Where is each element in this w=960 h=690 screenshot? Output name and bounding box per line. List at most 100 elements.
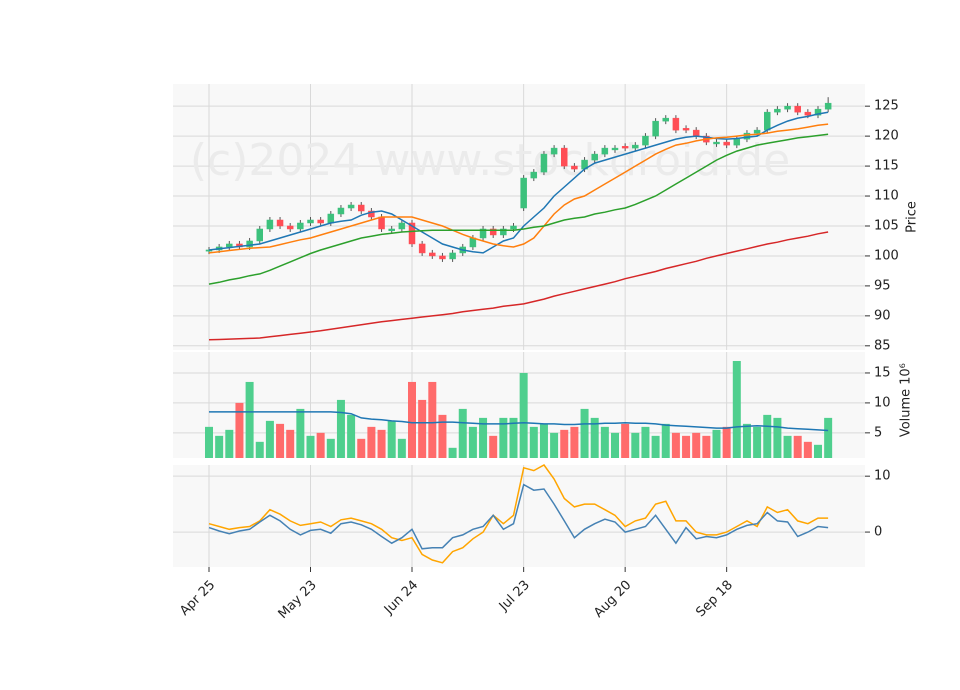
volume-bar [215, 435, 224, 458]
candle-body [601, 147, 609, 155]
volume-bar [641, 426, 650, 458]
volume-bar [692, 432, 701, 458]
candle-body [297, 222, 304, 230]
candle-body [682, 128, 690, 131]
candle-body [347, 204, 355, 209]
candle-body [824, 102, 832, 110]
panel-background [173, 465, 865, 567]
x-tick-label: May 23 [276, 578, 320, 622]
candle-body [642, 135, 649, 146]
volume-bar [418, 399, 427, 458]
volume-bar [550, 432, 559, 458]
candle-body [571, 165, 578, 170]
y-tick-label: 10 [874, 395, 891, 410]
candle-body [764, 111, 771, 131]
volume-bar [245, 381, 254, 458]
y-tick-label: 100 [874, 248, 899, 263]
volume-bar [296, 408, 305, 458]
volume-bar [225, 429, 234, 458]
volume-bar [326, 438, 335, 458]
candle-body [368, 210, 375, 218]
candle-body [804, 111, 812, 116]
candle-body [561, 147, 568, 167]
candle-body [814, 108, 822, 116]
candle-body [256, 228, 263, 242]
candle-body [489, 228, 497, 236]
y-tick-label: 110 [874, 189, 899, 204]
candle-body [520, 177, 527, 209]
candle-body [246, 240, 253, 248]
volume-bar [682, 435, 691, 458]
candle-body [479, 228, 487, 239]
candle-body [621, 146, 629, 149]
line-series [209, 411, 829, 432]
candle-body [784, 105, 791, 110]
candle-body [398, 222, 406, 230]
y-offset-label: 10⁶ [899, 363, 914, 385]
candle-body [439, 255, 446, 260]
volume-bar [286, 429, 295, 458]
volume-bar [783, 435, 792, 458]
volume-bar [347, 414, 356, 458]
volume-bar [205, 426, 213, 458]
y-tick-label: 90 [874, 308, 891, 323]
y-axis-label: Price [905, 201, 920, 233]
candle-body [632, 144, 639, 149]
candle-body [429, 252, 436, 257]
y-tick-label: 120 [874, 129, 899, 144]
volume-bar [712, 429, 721, 458]
candle-body [226, 243, 233, 248]
volume-bar [448, 447, 457, 458]
volume-bar [600, 426, 609, 458]
volume-bar [276, 423, 285, 458]
candle-body [550, 147, 558, 155]
candle-body [611, 147, 619, 151]
candle-body [449, 252, 456, 260]
volume-bar [671, 432, 680, 458]
candle-body [408, 222, 416, 245]
candle-body [733, 138, 741, 146]
y-tick-label: 5 [874, 425, 882, 440]
line-series [208, 111, 829, 254]
x-tick-label: Sep 18 [693, 578, 736, 621]
volume-bar [489, 435, 498, 458]
candle-body [337, 207, 345, 215]
candle-body [692, 129, 700, 137]
volume-bar [763, 414, 772, 458]
volume-bar [519, 372, 528, 458]
x-tick-label: Aug 20 [591, 578, 634, 621]
volume-bar [651, 435, 660, 458]
volume-bar [611, 432, 619, 458]
candle-body [388, 228, 395, 232]
candle-body [307, 219, 314, 224]
volume-bar [590, 417, 599, 458]
volume-bar [722, 426, 731, 458]
y-axis-label: Volume [899, 389, 914, 437]
candle-body [540, 153, 548, 173]
volume-bar [702, 435, 711, 458]
x-tick-label: Jun 24 [381, 578, 421, 618]
y-tick-label: 105 [874, 218, 899, 233]
candle-body [418, 243, 426, 254]
y-tick-label: 95 [874, 278, 891, 293]
y-tick-label: 115 [874, 159, 899, 174]
line-series [208, 483, 829, 550]
volume-bar [661, 423, 670, 458]
volume-bar [438, 414, 447, 458]
volume-bar [529, 426, 538, 458]
y-tick-label: 10 [874, 469, 891, 484]
volume-bar [468, 426, 477, 458]
volume-bar [824, 417, 833, 458]
volume-bar [773, 417, 782, 458]
watermark: (c)2024 www.stockdroid.de [190, 135, 790, 186]
y-tick-label: 125 [874, 99, 899, 114]
y-tick-label: 85 [874, 338, 891, 353]
candle-body [500, 228, 507, 236]
candle-body [276, 219, 284, 227]
volume-bar [509, 417, 518, 458]
candle-body [774, 108, 781, 113]
volume-bar [357, 438, 366, 458]
candle-body [266, 219, 274, 230]
candle-body [317, 219, 324, 224]
